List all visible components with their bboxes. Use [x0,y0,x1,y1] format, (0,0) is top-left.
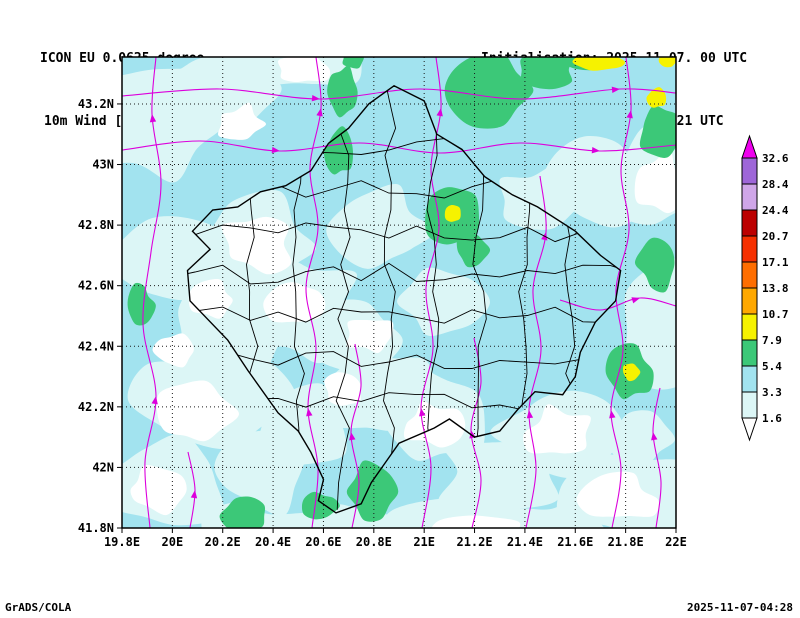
legend-level-label: 17.1 [762,256,789,269]
legend-level-label: 1.6 [762,412,782,425]
wind-speed-fill [122,57,676,528]
x-tick-label: 21.4E [507,535,543,549]
legend-level-label: 5.4 [762,360,782,373]
x-tick-label: 20.6E [305,535,341,549]
y-tick-label: 42.8N [78,218,114,232]
y-tick-label: 42.6N [78,279,114,293]
legend-bottom-triangle [741,417,758,442]
axis-and-legend: 19.8E 20E 20.2E 20.4E 20.6E 20.8E 21E 21.2E 21.4… [78,97,789,549]
x-tick-label: 21.8E [608,535,644,549]
y-tick-label: 41.8N [78,521,114,535]
x-tick-label: 19.8E [104,535,140,549]
legend-level-label: 32.6 [762,152,789,165]
y-tick-label: 42N [92,460,114,474]
x-tick-label: 20.8E [356,535,392,549]
legend-top-triangle [741,134,758,159]
y-tick-label: 43N [92,158,114,172]
y-tick-label: 43.2N [78,97,114,111]
plot-frame [121,56,677,529]
legend-level-label: 20.7 [762,230,789,243]
footer-timestamp: 2025-11-07-04:28 [687,601,793,614]
x-tick-label: 20.4E [255,535,291,549]
streamline-arrowheads [149,86,658,499]
legend-colorbar: 1.6 3.3 5.4 7.9 10.7 13.8 17.1 20.7 24.4 28.4 32.6 [741,134,789,442]
y-tick-label: 42.4N [78,339,114,353]
x-axis: 19.8E 20E 20.2E 20.4E 20.6E 20.8E 21E 21.2E 21.4… [104,528,687,549]
legend-level-label: 3.3 [762,386,782,399]
x-tick-label: 21.2E [456,535,492,549]
x-tick-label: 20.2E [205,535,241,549]
x-tick-label: 21E [413,535,435,549]
country-outline [186,84,622,514]
x-tick-label: 22E [665,535,687,549]
y-axis: 41.8N 42N 42.2N 42.4N 42.6N 42.8N 43N 43.2N [78,97,122,535]
legend-level-label: 13.8 [762,282,789,295]
legend-level-label: 7.9 [762,334,782,347]
legend-level-label: 10.7 [762,308,789,321]
legend-level-label: 24.4 [762,204,789,217]
legend-level-label: 28.4 [762,178,789,191]
x-tick-label: 21.6E [557,535,593,549]
x-tick-label: 20E [162,535,184,549]
streamlines [122,57,676,528]
y-tick-label: 42.2N [78,400,114,414]
footer-grads-label: GrADS/COLA [5,601,72,614]
